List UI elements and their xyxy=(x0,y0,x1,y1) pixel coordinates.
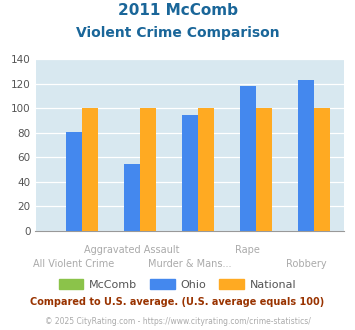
Bar xyxy=(198,109,214,231)
Text: All Violent Crime: All Violent Crime xyxy=(33,259,115,269)
Text: 2011 McComb: 2011 McComb xyxy=(118,3,237,18)
Text: Robbery: Robbery xyxy=(286,259,326,269)
Bar xyxy=(140,109,156,231)
Text: © 2025 CityRating.com - https://www.cityrating.com/crime-statistics/: © 2025 CityRating.com - https://www.city… xyxy=(45,317,310,326)
Bar xyxy=(124,164,140,231)
Text: Rape: Rape xyxy=(235,245,260,255)
Bar xyxy=(240,86,256,231)
Text: Murder & Mans...: Murder & Mans... xyxy=(148,259,232,269)
Text: Aggravated Assault: Aggravated Assault xyxy=(84,245,180,255)
Bar xyxy=(256,109,272,231)
Bar xyxy=(182,115,198,231)
Legend: McComb, Ohio, National: McComb, Ohio, National xyxy=(54,275,301,294)
Text: Compared to U.S. average. (U.S. average equals 100): Compared to U.S. average. (U.S. average … xyxy=(31,297,324,307)
Bar xyxy=(66,132,82,231)
Bar xyxy=(298,80,314,231)
Bar xyxy=(314,109,330,231)
Bar xyxy=(82,109,98,231)
Text: Violent Crime Comparison: Violent Crime Comparison xyxy=(76,26,279,40)
